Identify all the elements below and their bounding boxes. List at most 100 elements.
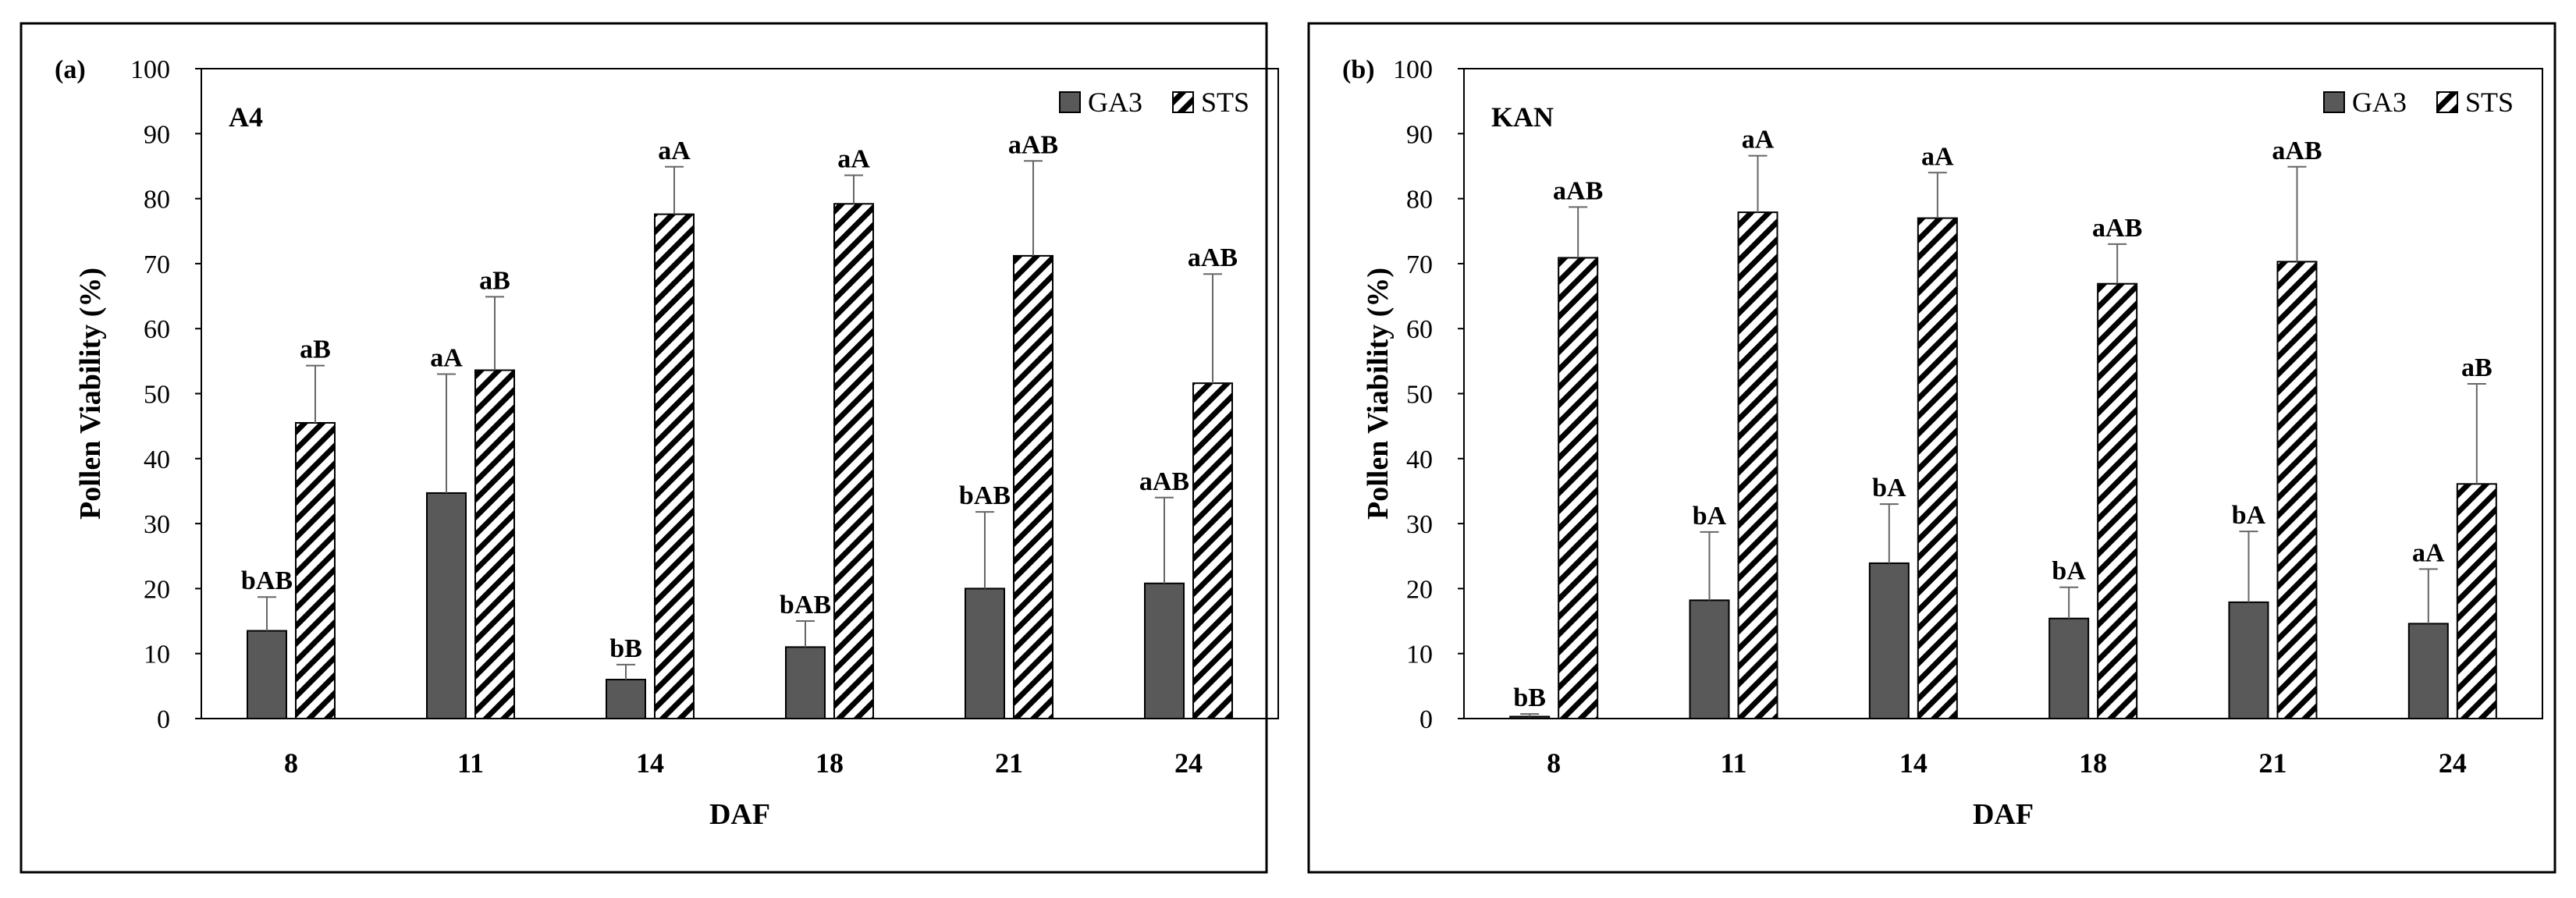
- legend-swatch-sts: [2436, 91, 2458, 113]
- bar-ga3: [2228, 601, 2269, 719]
- y-tick-label: 70: [1406, 250, 1433, 279]
- x-tick-label: 24: [2439, 747, 2467, 779]
- x-tick-label: 11: [457, 747, 484, 779]
- y-tick-label: 0: [157, 705, 170, 734]
- panel-label: (b): [1342, 55, 1375, 84]
- y-tick-label: 70: [144, 250, 170, 279]
- y-axis-label: Pollen Viability (%): [74, 268, 107, 520]
- panel-frame: [20, 22, 1268, 874]
- x-axis-label: DAF: [709, 798, 770, 831]
- y-tick-label: 30: [144, 510, 170, 539]
- legend-label-ga3: GA3: [2352, 87, 2407, 118]
- significance-label: aB: [479, 266, 510, 295]
- bar-sts: [1558, 257, 1599, 719]
- bar-ga3: [606, 679, 646, 720]
- bar-sts: [654, 213, 695, 720]
- y-tick-label: 90: [1406, 120, 1433, 149]
- panel-label: (a): [55, 55, 86, 84]
- y-tick-label: 30: [1406, 510, 1433, 539]
- bar-sts: [474, 369, 515, 719]
- x-tick-label: 21: [995, 747, 1023, 779]
- bar-sts: [2097, 282, 2138, 719]
- x-tick-label: 18: [2079, 747, 2107, 779]
- significance-label: aA: [837, 145, 870, 174]
- legend-label-ga3: GA3: [1088, 87, 1142, 118]
- chart-title: KAN: [1491, 101, 1554, 133]
- significance-label: aAB: [1553, 176, 1603, 205]
- chart-title: A4: [229, 101, 263, 133]
- y-tick-label: 0: [1419, 705, 1433, 734]
- x-tick-label: 8: [1547, 747, 1561, 779]
- x-tick-label: 11: [1720, 747, 1746, 779]
- x-tick-label: 8: [284, 747, 298, 779]
- x-tick-label: 18: [815, 747, 844, 779]
- significance-label: aAB: [1008, 130, 1058, 159]
- legend-swatch-ga3: [1059, 91, 1081, 113]
- bar-sts: [1917, 217, 1958, 719]
- y-tick-label: 60: [144, 315, 170, 344]
- significance-label: bAB: [959, 481, 1011, 510]
- y-tick-label: 50: [144, 381, 170, 410]
- y-tick-label: 100: [130, 55, 170, 84]
- y-tick-label: 80: [144, 186, 170, 215]
- y-tick-label: 100: [1393, 55, 1433, 84]
- significance-label: aA: [658, 137, 691, 165]
- x-tick-label: 14: [636, 747, 664, 779]
- significance-label: aAB: [1139, 467, 1189, 496]
- y-tick-label: 10: [144, 641, 170, 669]
- bar-sts: [2456, 483, 2497, 719]
- y-tick-label: 60: [1406, 315, 1433, 344]
- y-tick-label: 20: [144, 575, 170, 604]
- significance-label: aB: [300, 335, 331, 364]
- y-tick-label: 80: [1406, 186, 1433, 215]
- bar-ga3: [2048, 617, 2090, 720]
- x-tick-label: 21: [2259, 747, 2287, 779]
- chart-panel-a: 0 10 20 30 40 50 60 70 80 90 100 (a) A4 DAF Pollen Via…: [20, 22, 1279, 874]
- legend-swatch-sts: [1172, 91, 1194, 113]
- y-tick-label: 90: [144, 120, 170, 149]
- bar-sts: [2276, 261, 2318, 719]
- bar-sts: [295, 421, 336, 719]
- bar-ga3: [1144, 582, 1185, 720]
- significance-label: bB: [1513, 683, 1546, 712]
- significance-label: bA: [2232, 501, 2266, 530]
- x-axis-label: DAF: [1973, 798, 2034, 831]
- bar-sts: [1737, 211, 1778, 719]
- significance-label: aA: [1742, 126, 1775, 154]
- bar-ga3: [1509, 715, 1551, 719]
- y-axis-label: Pollen Viability (%): [1362, 268, 1395, 520]
- bar-sts: [1013, 254, 1053, 719]
- y-tick-label: 10: [1406, 641, 1433, 669]
- bar-ga3: [1868, 562, 1910, 720]
- significance-label: bA: [1693, 502, 1727, 531]
- chart-panel-b: 0 10 20 30 40 50 60 70 80 90 100 (b) KAN DAF Pollen Vi…: [1307, 22, 2556, 874]
- significance-label: aA: [1921, 142, 1954, 171]
- bar-ga3: [1689, 599, 1730, 719]
- legend-label-sts: STS: [2465, 87, 2514, 118]
- significance-label: bA: [1872, 474, 1906, 502]
- plot-area: [1463, 68, 2543, 719]
- panel-frame: [1307, 22, 2556, 874]
- significance-label: bA: [2052, 557, 2086, 586]
- x-tick-label: 24: [1174, 747, 1203, 779]
- bar-ga3: [426, 492, 467, 719]
- significance-label: aB: [2461, 353, 2493, 382]
- bar-ga3: [2407, 623, 2449, 720]
- bar-sts: [1192, 382, 1233, 719]
- significance-label: bAB: [780, 591, 831, 619]
- y-tick-label: 20: [1406, 575, 1433, 604]
- significance-label: aA: [430, 344, 463, 373]
- bar-ga3: [785, 646, 826, 719]
- bar-ga3: [965, 587, 1005, 720]
- significance-label: aAB: [2092, 214, 2142, 243]
- y-tick-label: 40: [144, 445, 170, 474]
- y-tick-label: 40: [1406, 445, 1433, 474]
- significance-label: aAB: [2272, 137, 2322, 165]
- plot-area: [201, 68, 1279, 719]
- significance-label: aAB: [1188, 243, 1238, 272]
- x-tick-label: 14: [1899, 747, 1928, 779]
- significance-label: bAB: [241, 566, 293, 595]
- bar-sts: [833, 203, 874, 720]
- legend-swatch-ga3: [2323, 91, 2345, 113]
